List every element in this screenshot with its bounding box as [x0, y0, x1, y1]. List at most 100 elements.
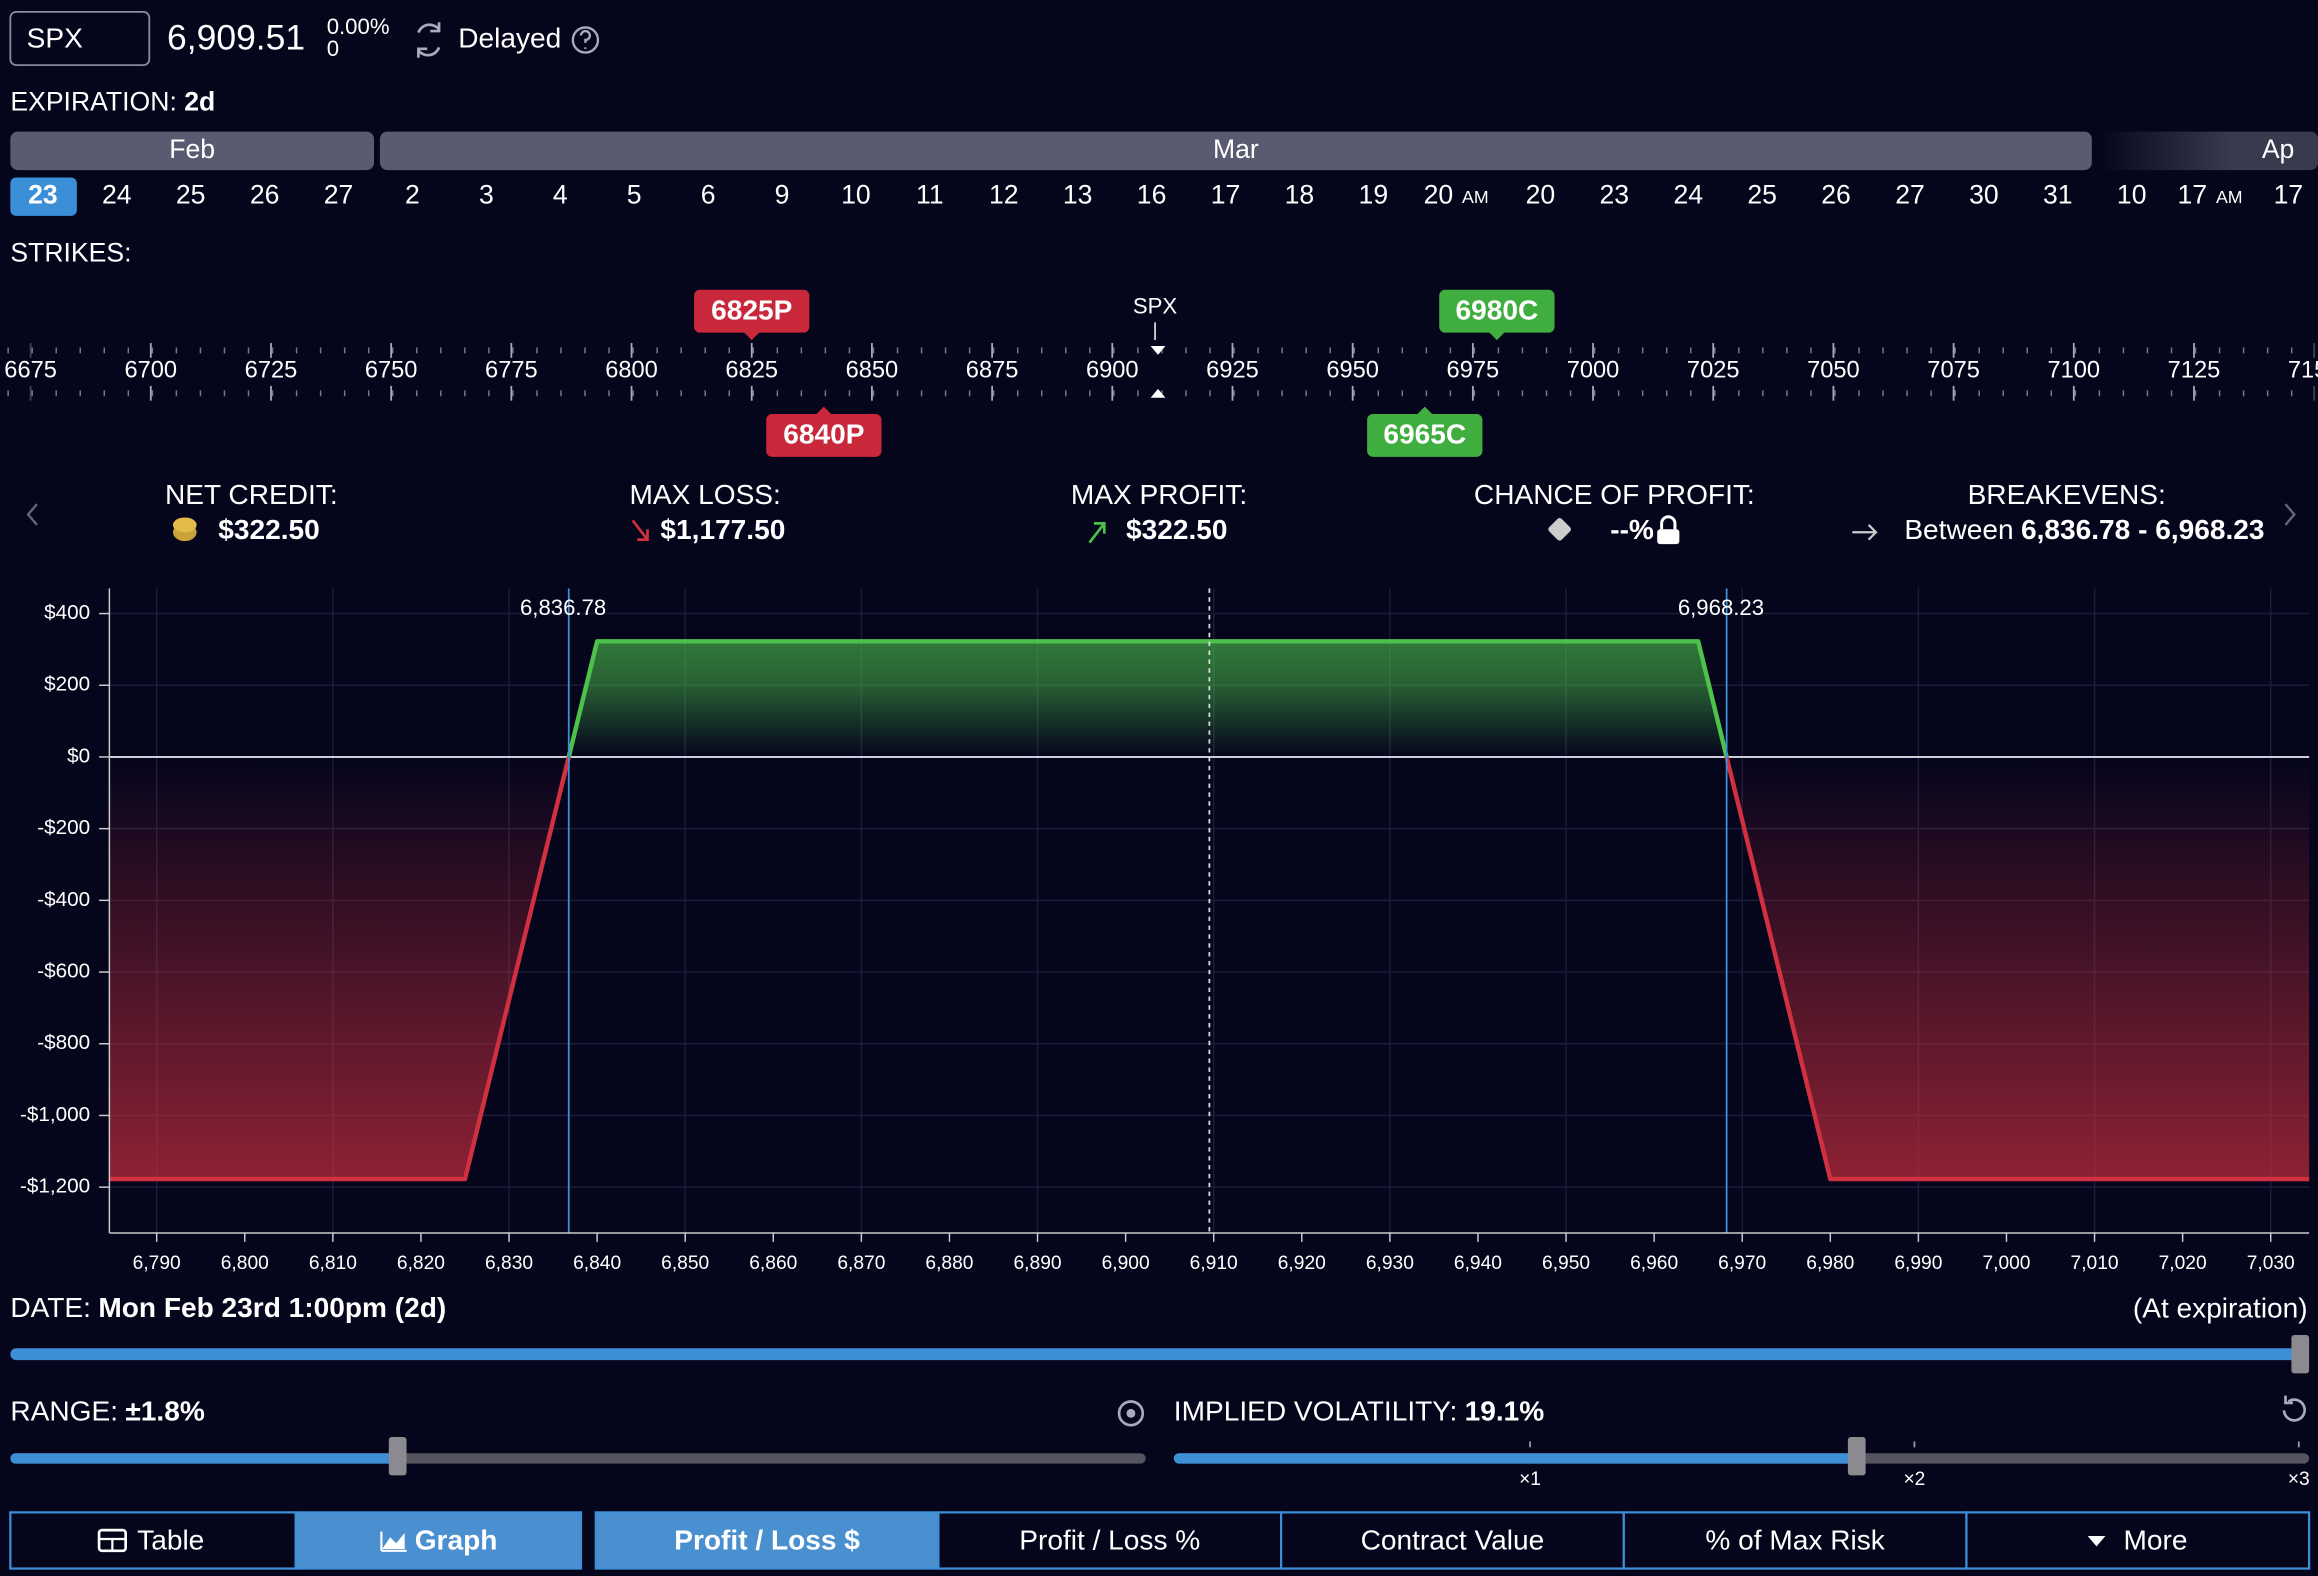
date-slider-track[interactable] [10, 1348, 2301, 1361]
date: 24 [102, 180, 132, 210]
stat-number: $322.50 [218, 515, 320, 546]
strike-label: 6825 [725, 357, 778, 383]
iv-mark: ×2 [1903, 1469, 1925, 1490]
x-tick-label: 6,860 [749, 1253, 797, 1274]
change: 0 [327, 36, 339, 61]
y-tick-label: $200 [44, 673, 90, 696]
button-label: Profit / Loss $ [674, 1524, 860, 1555]
symbol-input[interactable] [9, 10, 151, 66]
strike-label: 6950 [1326, 357, 1379, 383]
x-tick-label: 6,900 [1102, 1253, 1150, 1274]
nav-right[interactable] [2284, 503, 2296, 526]
x-tick-label: 6,960 [1630, 1253, 1678, 1274]
x-tick-label: 7,000 [1982, 1253, 2030, 1274]
pl-area [109, 641, 2310, 1180]
expiration-value: 2d [184, 87, 215, 117]
more-button[interactable]: More [1965, 1511, 2311, 1570]
view-button[interactable]: Graph [294, 1511, 583, 1570]
date: 9 [775, 180, 790, 210]
nav-left[interactable] [26, 503, 38, 526]
date: 10 [2117, 180, 2147, 210]
between-arrow [1852, 524, 1878, 541]
date: 10 [841, 180, 871, 210]
leg-pointer [814, 406, 833, 416]
price: 6,909.51 [167, 17, 305, 57]
expiration: EXPIRATION: 2d [10, 87, 215, 117]
button-bg [1965, 1511, 2311, 1570]
month-label: Mar [1213, 134, 1259, 164]
reset-icon[interactable] [2282, 1395, 2306, 1422]
more-caret [2087, 1536, 2106, 1547]
strike-label: 7050 [1807, 357, 1860, 383]
iv: IMPLIED VOLATILITY: 19.1% [1174, 1396, 1545, 1427]
date: 31 [2043, 180, 2073, 210]
x-tick-label: 6,920 [1278, 1253, 1326, 1274]
date: 27 [324, 180, 354, 210]
graph-icon [380, 1531, 407, 1552]
range-handle[interactable] [388, 1436, 407, 1476]
strike-label: 6875 [966, 357, 1019, 383]
leg-box [1367, 413, 1483, 457]
stat-number: $1,177.50 [660, 515, 785, 546]
pl-line [109, 639, 2310, 1182]
change-pct: 0.00% [327, 14, 390, 39]
stat-value: $322.50 [218, 515, 320, 546]
strike-label: 6925 [1206, 357, 1259, 383]
help-icon[interactable] [571, 26, 600, 54]
date: 5 [627, 180, 642, 210]
lock-shackle [1660, 515, 1677, 530]
date: 23 [1600, 180, 1630, 210]
mode-button[interactable]: % of Max Risk [1622, 1511, 1968, 1570]
x-tick-label: 6,970 [1718, 1253, 1766, 1274]
lock-icon [1657, 529, 1680, 545]
mode-button[interactable]: Profit / Loss $ [594, 1511, 940, 1570]
leg-box [766, 413, 882, 457]
strike-leg[interactable]: 6980C [1439, 289, 1555, 341]
range: RANGE: ±1.8% [10, 1396, 204, 1427]
button-label: % of Max Risk [1705, 1524, 1885, 1555]
date: 13 [1063, 180, 1093, 210]
date: 20 [1424, 180, 1454, 210]
date: 27 [1895, 180, 1925, 210]
coins-icon [172, 517, 197, 533]
date: 3 [479, 180, 494, 210]
y-tick-label: -$400 [37, 888, 90, 911]
strike-leg[interactable]: 6965C [1367, 406, 1483, 457]
month-bar [10, 131, 375, 171]
x-tick-label: 6,950 [1542, 1253, 1590, 1274]
date-slider-handle[interactable] [2291, 1334, 2310, 1374]
date-selected[interactable] [10, 177, 77, 216]
stat-value: --% [1610, 515, 1654, 546]
iv-handle[interactable] [1847, 1436, 1866, 1476]
date: 6 [701, 180, 716, 210]
x-tick-label: 6,830 [485, 1253, 533, 1274]
y-tick-label: -$1,000 [20, 1103, 90, 1126]
strike-leg[interactable]: 6840P [766, 406, 882, 457]
recenter-icon[interactable] [1117, 1400, 1145, 1427]
month-bar [379, 131, 2092, 171]
mode-button[interactable]: Profit / Loss % [937, 1511, 1283, 1570]
profit-arrow [1088, 522, 1106, 544]
date: 20 [1526, 180, 1556, 210]
y-tick-label: $0 [67, 744, 90, 767]
date: 2 [405, 180, 420, 210]
view-button[interactable]: Table [9, 1511, 297, 1570]
iv-value: 19.1% [1465, 1396, 1545, 1427]
leg-box [1439, 289, 1555, 333]
date: 16 [1137, 180, 1167, 210]
y-tick-label: $400 [44, 601, 90, 624]
refresh-icon[interactable] [417, 22, 441, 58]
x-tick-label: 6,870 [837, 1253, 885, 1274]
date-tag: AM [2216, 187, 2243, 207]
leg-pointer [1488, 331, 1506, 341]
x-tick-label: 7,030 [2247, 1253, 2295, 1274]
x-tick-label: 6,980 [1806, 1253, 1854, 1274]
leg-label: 6965C [1383, 419, 1466, 450]
strike-leg[interactable]: 6825P [694, 289, 810, 341]
breakeven-label: 6,968.23 [1678, 595, 1764, 620]
iv-label: IMPLIED VOLATILITY: [1174, 1396, 1457, 1427]
date: 11 [916, 180, 944, 210]
mode-button[interactable]: Contract Value [1280, 1511, 1625, 1570]
strike-label: 7150 [2288, 357, 2318, 383]
